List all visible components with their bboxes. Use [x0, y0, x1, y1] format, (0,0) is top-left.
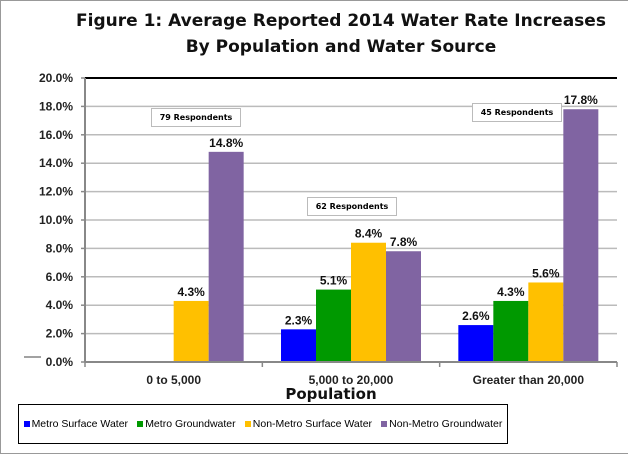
legend-item: Metro Groundwater: [137, 418, 236, 430]
legend-item: Non-Metro Groundwater: [381, 418, 502, 430]
data-label: 4.3%: [497, 285, 525, 299]
annotation-62-respondents: 62 Respondents: [307, 197, 397, 216]
x-tick-label: 5,000 to 20,000: [309, 373, 394, 387]
legend-label: Non-Metro Surface Water: [252, 418, 373, 430]
data-label: 5.1%: [320, 274, 348, 288]
x-tick-label: 0 to 5,000: [146, 373, 201, 387]
y-tick-label: 6.0%: [46, 270, 74, 284]
legend-item: Metro Surface Water: [23, 418, 129, 430]
x-tick-label: Greater than 20,000: [473, 373, 585, 387]
data-label: 17.8%: [564, 93, 598, 107]
bar: [528, 282, 564, 362]
y-tick-label: 18.0%: [39, 99, 73, 113]
bar: [316, 289, 351, 362]
bar: [386, 251, 421, 362]
data-label: 14.8%: [209, 136, 243, 150]
y-tick-label: 12.0%: [39, 185, 73, 199]
y-tick-label: 0.0%: [46, 355, 74, 369]
legend-swatch: [23, 421, 30, 427]
bar: [493, 300, 529, 362]
legend-swatch: [381, 421, 388, 427]
legend-label: Metro Groundwater: [145, 418, 236, 430]
annotation-79-respondents: 79 Respondents: [151, 108, 241, 127]
y-tick-label: 4.0%: [46, 298, 74, 312]
bar: [351, 242, 386, 362]
x-axis-label: Population: [285, 385, 377, 403]
chart-subtitle: By Population and Water Source: [185, 37, 497, 57]
bar: [458, 325, 494, 362]
legend-swatch: [137, 421, 144, 427]
data-label: 8.4%: [355, 227, 383, 241]
y-tick-label: 2.0%: [46, 327, 74, 341]
data-label: 2.3%: [285, 313, 313, 327]
legend-swatch: [244, 421, 251, 427]
data-label: 7.8%: [390, 235, 418, 249]
chart-title: Figure 1: Average Reported 2014 Water Ra…: [76, 11, 606, 31]
data-label: 4.3%: [177, 285, 205, 299]
data-label: 5.6%: [532, 266, 560, 280]
legend-item: Non-Metro Surface Water: [244, 418, 373, 430]
y-tick-label: 20.0%: [39, 71, 73, 85]
y-tick-label: 14.0%: [39, 156, 73, 170]
bar: [208, 151, 244, 362]
legend-label: Non-Metro Groundwater: [389, 418, 503, 430]
annotation-45-respondents: 45 Respondents: [472, 103, 562, 122]
data-label: 2.6%: [462, 309, 490, 323]
bar: [281, 329, 316, 362]
y-tick-label: 8.0%: [46, 241, 74, 255]
legend-label: Metro Surface Water: [31, 418, 129, 430]
bar: [563, 109, 599, 363]
y-tick-label: 16.0%: [39, 128, 73, 142]
bar: [173, 300, 209, 362]
y-tick-label: 10.0%: [39, 213, 73, 227]
legend: Metro Surface Water Metro Groundwater No…: [18, 404, 508, 444]
